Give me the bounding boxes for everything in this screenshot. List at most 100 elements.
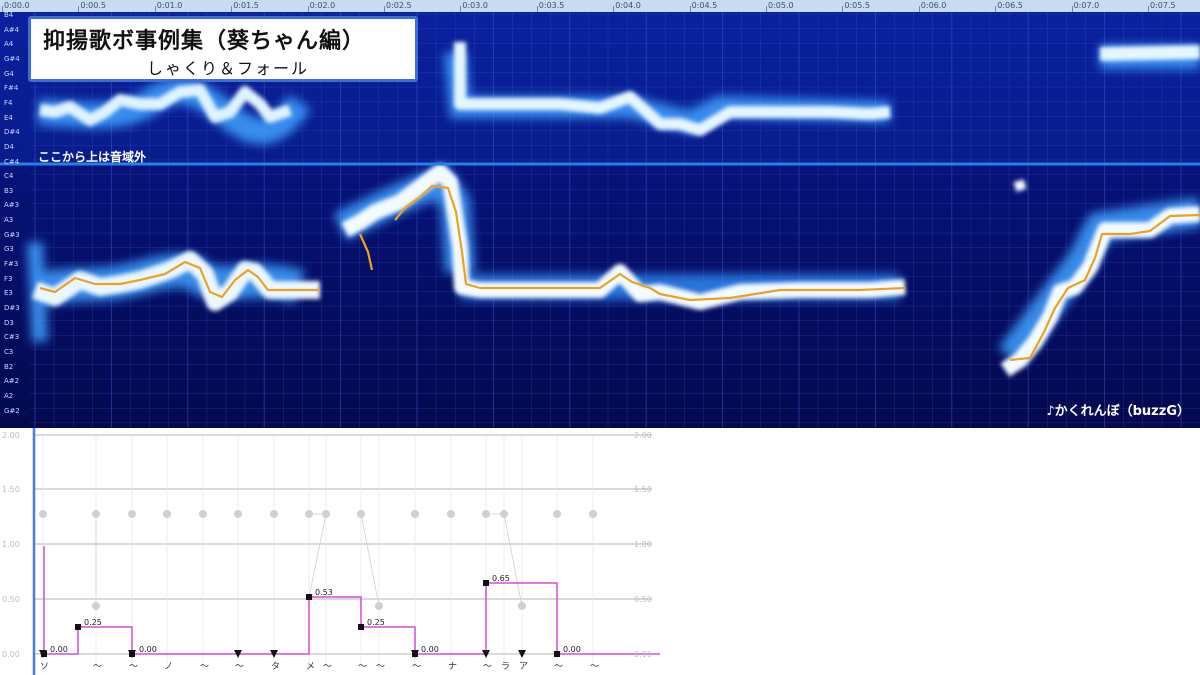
y-axis-label-right: 1.50 [634, 485, 652, 494]
pitch-label: A#3 [4, 201, 20, 210]
note-marker[interactable] [39, 650, 47, 658]
ruler-tick [918, 6, 920, 12]
lyric-syllable: ～ [554, 662, 563, 672]
pitch-label: D4 [4, 142, 14, 151]
ruler-tick-label: 0:06.5 [997, 1, 1023, 10]
envelope-value: 0.00 [139, 645, 157, 654]
envelope-value: 0.00 [50, 645, 68, 654]
y-axis-label: 0.50 [2, 595, 20, 604]
editor-y-axis: 2.00 2.00 1.50 1.50 1.00 1.00 0.50 0.50 0.00 0.00 [2, 431, 652, 659]
lyric-syllable: ～ [93, 662, 102, 672]
note-marker[interactable] [411, 650, 419, 658]
y-axis-label-right: 0.00 [634, 650, 652, 659]
lyric-syllable: ～ [235, 662, 244, 672]
ruler-tick [842, 6, 844, 12]
ruler-tick [384, 6, 385, 12]
note-marker[interactable] [518, 650, 526, 658]
title-card: 抑揚歌ボ事例集（葵ちゃん編） しゃくり＆フォール [28, 16, 418, 82]
editor-markers[interactable] [39, 580, 560, 658]
envelope-point[interactable] [554, 651, 560, 657]
ruler-tick [1148, 6, 1149, 12]
pitch-label: D3 [4, 318, 14, 327]
ruler-tick [689, 6, 691, 12]
ruler-tick [231, 6, 233, 12]
lyric-syllable: ～ [323, 662, 332, 672]
lyric-syllable: ～ [412, 662, 421, 672]
pitch-label: D#3 [4, 304, 20, 312]
envelope-point[interactable] [483, 580, 489, 586]
envelope-value: 0.25 [84, 618, 102, 627]
lyric-syllable: メ [306, 662, 315, 672]
ruler-tick [2, 6, 3, 12]
ruler-tick-label: 0:02.5 [386, 1, 412, 10]
note-marker[interactable] [482, 650, 490, 658]
ruler-tick [460, 6, 462, 12]
ruler-tick-label: 0:05.0 [768, 1, 794, 10]
pitch-label: F#3 [4, 260, 19, 269]
parameter-editor[interactable]: 0.00 0.25 0.00 0.53 0.25 0.00 0.65 0.00 ソ ～ ～ ノ ～ ～ タ… [0, 428, 660, 675]
ruler-tick [154, 6, 156, 12]
envelope-value: 0.25 [367, 618, 385, 627]
note-marker[interactable] [270, 650, 278, 658]
pitch-label: A4 [4, 40, 14, 49]
y-axis-label-right: 1.00 [634, 540, 652, 549]
ruler-tick-label: 0:02.0 [309, 1, 336, 10]
envelope-point[interactable] [75, 624, 81, 630]
song-credit: ♪かくれんぼ（buzzG） [1046, 404, 1190, 419]
y-axis-label: 2.00 [2, 431, 20, 440]
pitch-label: G3 [4, 245, 14, 254]
envelope-value: 0.53 [315, 588, 333, 597]
lyric-syllable: ナ [448, 661, 457, 672]
lyric-syllable: ～ [358, 662, 367, 672]
ruler-tick-label: 0:04.5 [691, 1, 718, 10]
ruler-tick [307, 6, 309, 12]
pitch-curve [39, 184, 1200, 362]
ruler-tick-label: 0:03.0 [462, 1, 488, 10]
pitch-label: B2 [4, 362, 14, 371]
pitch-label: E4 [4, 113, 13, 122]
envelope-value: 0.65 [492, 574, 510, 583]
editor-values: 0.00 0.25 0.00 0.53 0.25 0.00 0.65 0.00 [50, 574, 581, 654]
editor-guides [95, 513, 523, 607]
lyric-syllable: ア [519, 662, 528, 672]
pitch-label: B3 [4, 186, 14, 195]
note-marker[interactable] [234, 650, 242, 658]
editor-envelope [40, 546, 660, 655]
pitch-label: A2 [4, 391, 14, 400]
pitch-label: C#3 [4, 333, 20, 342]
ruler-tick-label: 0:01.0 [156, 1, 183, 10]
ruler-tick [613, 6, 615, 12]
ruler-tick [536, 6, 538, 12]
envelope-value: 0.00 [421, 645, 439, 654]
pitch-label: F#4 [4, 84, 19, 93]
pitch-label: A#4 [4, 25, 20, 34]
pitch-label: G#3 [4, 230, 20, 239]
lyric-syllable: ～ [129, 662, 138, 672]
y-axis-label: 1.50 [2, 485, 20, 494]
ruler-tick-label: 0:00.0 [4, 1, 30, 10]
ruler-tick-label: 0:05.5 [844, 1, 870, 10]
pitch-label: B4 [4, 11, 14, 19]
editor-lyrics: ソ ～ ～ ノ ～ ～ タ メ ～ ～ ～ ～ ナ ～ ラア ～ ～ [40, 661, 599, 672]
envelope-point[interactable] [306, 594, 312, 600]
lyric-syllable: ～ [483, 662, 492, 672]
editor-control-dots [39, 510, 597, 610]
lyric-syllable: ～ [376, 662, 385, 672]
pitch-label: A3 [4, 216, 14, 225]
pitch-label: E3 [4, 289, 13, 298]
ruler-tick-label: 0:06.0 [920, 1, 947, 10]
title-subtitle: しゃくり＆フォール [147, 59, 310, 78]
pitch-label: A#2 [4, 377, 20, 386]
lyric-syllable: ノ [164, 662, 173, 672]
ruler-tick [1071, 6, 1073, 12]
range-note: ここから上は音域外 [38, 150, 147, 164]
pitch-label: C#4 [4, 157, 20, 166]
note-marker[interactable] [128, 650, 136, 658]
ruler-tick-label: 0:07.5 [1150, 1, 1176, 10]
pitch-label: F3 [4, 274, 13, 283]
pitch-label: G#2 [4, 406, 20, 415]
ruler-tick-label: 0:03.5 [538, 1, 565, 10]
envelope-point[interactable] [358, 624, 364, 630]
ruler-tick-label: 0:00.5 [80, 1, 106, 10]
lyric-syllable: ～ [200, 662, 209, 672]
